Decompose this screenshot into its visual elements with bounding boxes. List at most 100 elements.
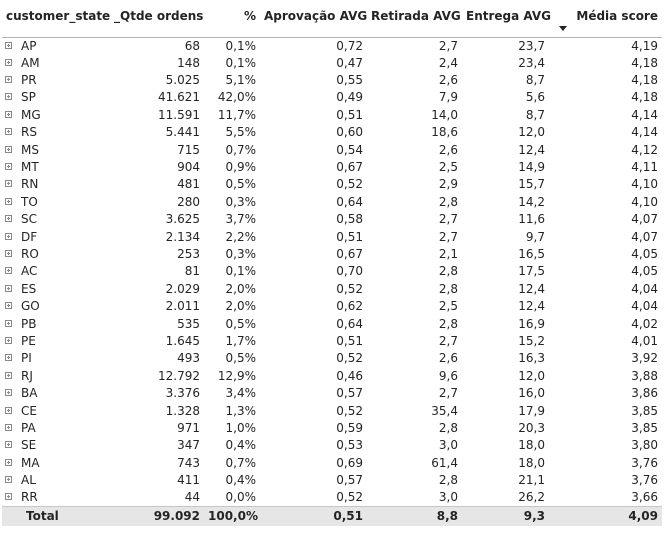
cell-orders: 5.441 bbox=[165, 125, 200, 140]
cell-approval: 0,57 bbox=[336, 473, 363, 488]
total-approval: 0,51 bbox=[260, 506, 367, 526]
cell-delivery: 8,7 bbox=[525, 107, 545, 122]
expand-plus-icon[interactable] bbox=[5, 93, 12, 101]
cell-approval: 0,60 bbox=[336, 125, 363, 140]
expand-plus-icon[interactable] bbox=[5, 493, 12, 501]
cell-pct: 12,9% bbox=[217, 368, 256, 383]
cell-pickup: 3,0 bbox=[438, 438, 458, 453]
cell-approval: 0,67 bbox=[336, 246, 363, 261]
expand-plus-icon[interactable] bbox=[5, 110, 12, 118]
cell-delivery: 15,2 bbox=[518, 333, 545, 348]
expand-plus-icon[interactable] bbox=[5, 458, 12, 466]
state-label: MA bbox=[21, 455, 40, 470]
cell-pct: 2,0% bbox=[225, 281, 257, 296]
state-label: BA bbox=[21, 386, 38, 401]
header-qtde-ordens[interactable]: _Qtde ordens bbox=[110, 0, 204, 38]
header-aprovacao-avg[interactable]: Aprovação AVG bbox=[260, 0, 367, 38]
cell-orders: 3.376 bbox=[165, 386, 200, 401]
cell-score: 4,18 bbox=[631, 55, 658, 70]
cell-delivery: 14,2 bbox=[518, 194, 545, 209]
cell-state: BA bbox=[2, 385, 110, 402]
cell-state: SE bbox=[2, 437, 110, 454]
cell-pickup: 2,8 bbox=[438, 420, 458, 435]
expand-plus-icon[interactable] bbox=[5, 423, 12, 431]
cell-pickup: 2,8 bbox=[438, 194, 458, 209]
cell-state: MA bbox=[2, 454, 110, 471]
cell-state: PB bbox=[2, 315, 110, 332]
cell-score: 4,10 bbox=[631, 177, 658, 192]
table-row: MA 743 0,7% 0,69 61,4 18,0 3,76 bbox=[2, 454, 662, 471]
expand-plus-icon[interactable] bbox=[5, 76, 12, 84]
cell-delivery: 12,4 bbox=[518, 281, 545, 296]
cell-pct: 0,5% bbox=[225, 316, 257, 331]
cell-score: 4,04 bbox=[631, 281, 658, 296]
cell-delivery: 23,7 bbox=[518, 38, 545, 53]
cell-pickup: 2,8 bbox=[438, 264, 458, 279]
expand-plus-icon[interactable] bbox=[5, 180, 12, 188]
header-pct[interactable]: % bbox=[204, 0, 260, 38]
total-pct: 100,0% bbox=[204, 506, 260, 526]
cell-delivery: 26,2 bbox=[518, 490, 545, 505]
state-label: AC bbox=[21, 264, 38, 279]
expand-plus-icon[interactable] bbox=[5, 197, 12, 205]
expand-plus-icon[interactable] bbox=[5, 302, 12, 310]
cell-score: 3,76 bbox=[631, 473, 658, 488]
expand-plus-icon[interactable] bbox=[5, 476, 12, 484]
cell-state: PI bbox=[2, 350, 110, 367]
state-label: CE bbox=[21, 403, 37, 418]
cell-score: 4,05 bbox=[631, 246, 658, 261]
cell-orders: 280 bbox=[177, 194, 200, 209]
table-body: AP 68 0,1% 0,72 2,7 23,7 4,19 AM 148 0,1% 0,47 2,4 2… bbox=[2, 37, 662, 507]
cell-pickup: 14,0 bbox=[431, 107, 458, 122]
cell-state: PA bbox=[2, 420, 110, 437]
expand-plus-icon[interactable] bbox=[5, 232, 12, 240]
expand-plus-icon[interactable] bbox=[5, 215, 12, 223]
cell-delivery: 5,6 bbox=[525, 90, 545, 105]
table-row: MT 904 0,9% 0,67 2,5 14,9 4,11 bbox=[2, 159, 662, 176]
state-label: SP bbox=[21, 90, 36, 105]
header-entrega-avg[interactable]: Entrega AVG bbox=[462, 0, 551, 38]
cell-score: 3,76 bbox=[631, 455, 658, 470]
table-row: ES 2.029 2,0% 0,52 2,8 12,4 4,04 bbox=[2, 281, 662, 298]
cell-orders: 493 bbox=[177, 351, 200, 366]
expand-plus-icon[interactable] bbox=[5, 41, 12, 49]
cell-delivery: 12,4 bbox=[518, 299, 545, 314]
cell-delivery: 17,9 bbox=[518, 403, 545, 418]
expand-plus-icon[interactable] bbox=[5, 406, 12, 414]
cell-pickup: 2,6 bbox=[438, 73, 458, 88]
expand-plus-icon[interactable] bbox=[5, 284, 12, 292]
cell-score: 4,18 bbox=[631, 73, 658, 88]
expand-plus-icon[interactable] bbox=[5, 267, 12, 275]
expand-plus-icon[interactable] bbox=[5, 389, 12, 397]
header-retirada-avg[interactable]: Retirada AVG bbox=[367, 0, 462, 38]
expand-plus-icon[interactable] bbox=[5, 145, 12, 153]
table-row: AC 81 0,1% 0,70 2,8 17,5 4,05 bbox=[2, 263, 662, 280]
header-media-score[interactable]: Média score bbox=[549, 0, 662, 38]
expand-plus-icon[interactable] bbox=[5, 319, 12, 327]
expand-plus-icon[interactable] bbox=[5, 336, 12, 344]
cell-orders: 5.025 bbox=[165, 73, 200, 88]
cell-approval: 0,53 bbox=[336, 438, 363, 453]
cell-score: 4,02 bbox=[631, 316, 658, 331]
cell-approval: 0,64 bbox=[336, 194, 363, 209]
cell-approval: 0,54 bbox=[336, 142, 363, 157]
state-label: RR bbox=[21, 490, 38, 505]
expand-plus-icon[interactable] bbox=[5, 441, 12, 449]
cell-score: 4,12 bbox=[631, 142, 658, 157]
cell-delivery: 18,0 bbox=[518, 455, 545, 470]
total-pickup: 8,8 bbox=[367, 506, 462, 526]
cell-delivery: 16,0 bbox=[518, 386, 545, 401]
expand-plus-icon[interactable] bbox=[5, 128, 12, 136]
cell-pct: 1,7% bbox=[225, 333, 257, 348]
expand-plus-icon[interactable] bbox=[5, 249, 12, 257]
expand-plus-icon[interactable] bbox=[5, 371, 12, 379]
cell-state: AP bbox=[2, 37, 110, 55]
header-customer-state[interactable]: customer_state bbox=[2, 0, 110, 38]
cell-pickup: 2,4 bbox=[438, 55, 458, 70]
expand-plus-icon[interactable] bbox=[5, 163, 12, 171]
expand-plus-icon[interactable] bbox=[5, 58, 12, 66]
cell-pct: 5,1% bbox=[225, 73, 257, 88]
cell-pct: 0,3% bbox=[225, 246, 257, 261]
table-row: DF 2.134 2,2% 0,51 2,7 9,7 4,07 bbox=[2, 228, 662, 245]
expand-plus-icon[interactable] bbox=[5, 354, 12, 362]
